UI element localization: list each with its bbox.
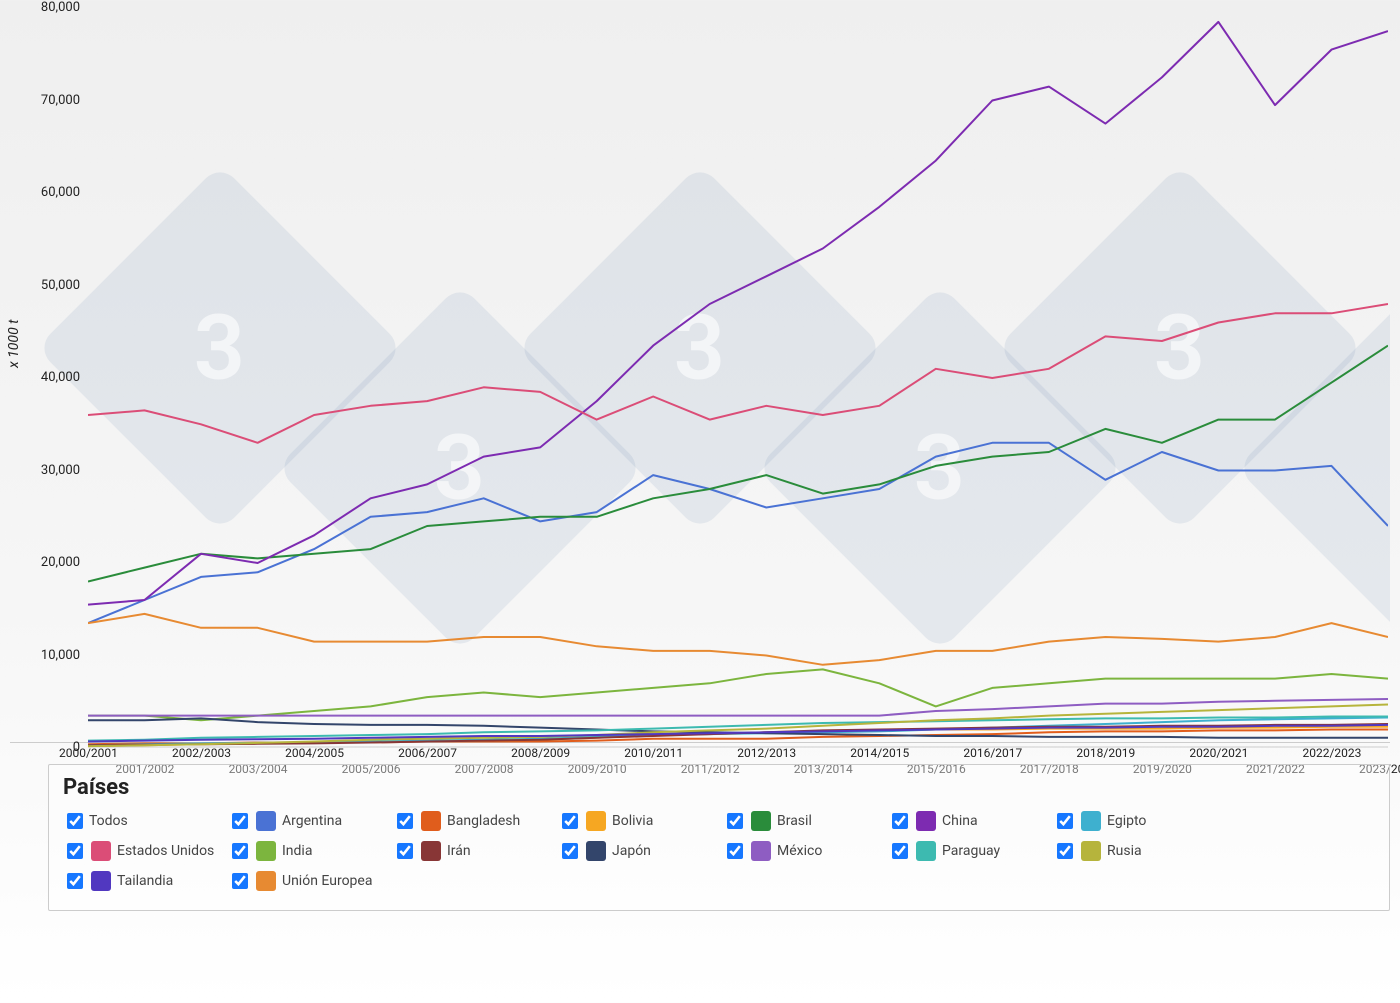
legend-item-egipto[interactable]: Egipto bbox=[1053, 806, 1218, 836]
legend-checkbox-india[interactable] bbox=[232, 843, 248, 859]
x-tick-label: 2008/2009 bbox=[511, 746, 569, 760]
legend-label-india: India bbox=[282, 843, 312, 859]
legend-checkbox-brasil[interactable] bbox=[727, 813, 743, 829]
legend-swatch-bangladesh bbox=[421, 811, 441, 831]
legend-swatch-egipto bbox=[1081, 811, 1101, 831]
legend-label-todos: Todos bbox=[89, 813, 128, 829]
legend-checkbox-tailandia[interactable] bbox=[67, 873, 83, 889]
legend-label-japon: Japón bbox=[612, 843, 651, 859]
x-tick-label: 2002/2003 bbox=[172, 746, 230, 760]
legend-label-china: China bbox=[942, 813, 978, 829]
x-tick-label: 2018/2019 bbox=[1076, 746, 1134, 760]
legend-checkbox-argentina[interactable] bbox=[232, 813, 248, 829]
legend-swatch-tailandia bbox=[91, 871, 111, 891]
x-tick-label: 2010/2011 bbox=[624, 746, 682, 760]
legend-swatch-iran bbox=[421, 841, 441, 861]
x-tick-label: 2016/2017 bbox=[963, 746, 1021, 760]
x-tick-label: 2020/2021 bbox=[1189, 746, 1247, 760]
series-estados-unidos bbox=[88, 304, 1388, 443]
y-tick-label: 40,000 bbox=[20, 370, 80, 385]
legend-item-brasil[interactable]: Brasil bbox=[723, 806, 888, 836]
legend-swatch-union-europea bbox=[256, 871, 276, 891]
legend-label-tailandia: Tailandia bbox=[117, 873, 173, 889]
series-brasil bbox=[88, 346, 1388, 582]
legend-checkbox-mexico[interactable] bbox=[727, 843, 743, 859]
legend-label-mexico: México bbox=[777, 843, 822, 859]
legend-label-bangladesh: Bangladesh bbox=[447, 813, 520, 829]
legend-label-union-europea: Unión Europea bbox=[282, 873, 372, 889]
legend-item-bangladesh[interactable]: Bangladesh bbox=[393, 806, 558, 836]
legend-checkbox-japon[interactable] bbox=[562, 843, 578, 859]
legend-item-estados-unidos[interactable]: Estados Unidos bbox=[63, 836, 228, 866]
y-tick-label: 50,000 bbox=[20, 278, 80, 293]
y-axis-label: x 1000 t bbox=[6, 319, 22, 368]
legend-label-paraguay: Paraguay bbox=[942, 843, 1000, 859]
legend-item-mexico[interactable]: México bbox=[723, 836, 888, 866]
legend-item-rusia[interactable]: Rusia bbox=[1053, 836, 1218, 866]
legend-checkbox-iran[interactable] bbox=[397, 843, 413, 859]
legend-label-estados-unidos: Estados Unidos bbox=[117, 843, 214, 859]
legend-checkbox-bangladesh[interactable] bbox=[397, 813, 413, 829]
x-tick-label: 2014/2015 bbox=[850, 746, 908, 760]
legend-item-tailandia[interactable]: Tailandia bbox=[63, 866, 228, 896]
chart-area: 3 3 3 3 3 3 x 1000 t 010,00020,00030,000… bbox=[10, 8, 1390, 743]
y-tick-label: 30,000 bbox=[20, 463, 80, 478]
y-tick-label: 60,000 bbox=[20, 185, 80, 200]
legend-checkbox-paraguay[interactable] bbox=[892, 843, 908, 859]
series-china bbox=[88, 22, 1388, 605]
y-tick-label: 20,000 bbox=[20, 555, 80, 570]
legend-swatch-japon bbox=[586, 841, 606, 861]
legend-swatch-paraguay bbox=[916, 841, 936, 861]
legend-label-rusia: Rusia bbox=[1107, 843, 1142, 859]
legend-checkbox-bolivia[interactable] bbox=[562, 813, 578, 829]
legend-swatch-brasil bbox=[751, 811, 771, 831]
legend-item-todos[interactable]: Todos bbox=[63, 806, 228, 836]
y-tick-label: 80,000 bbox=[20, 0, 80, 15]
legend-item-india[interactable]: India bbox=[228, 836, 393, 866]
legend-checkbox-estados-unidos[interactable] bbox=[67, 843, 83, 859]
legend-swatch-bolivia bbox=[586, 811, 606, 831]
series-argentina bbox=[88, 443, 1388, 623]
legend-title: Países bbox=[63, 775, 1375, 800]
x-tick-label: 2012/2013 bbox=[737, 746, 795, 760]
legend-item-iran[interactable]: Irán bbox=[393, 836, 558, 866]
legend-swatch-china bbox=[916, 811, 936, 831]
legend-item-china[interactable]: China bbox=[888, 806, 1053, 836]
legend-checkbox-china[interactable] bbox=[892, 813, 908, 829]
legend-item-japon[interactable]: Japón bbox=[558, 836, 723, 866]
legend-label-brasil: Brasil bbox=[777, 813, 812, 829]
x-tick-label: 2004/2005 bbox=[285, 746, 343, 760]
x-tick-label: 2022/2023 bbox=[1302, 746, 1360, 760]
x-tick-label: 2000/2001 bbox=[59, 746, 117, 760]
legend-swatch-argentina bbox=[256, 811, 276, 831]
x-tick-label: 2006/2007 bbox=[398, 746, 456, 760]
legend-swatch-mexico bbox=[751, 841, 771, 861]
legend-item-bolivia[interactable]: Bolivia bbox=[558, 806, 723, 836]
legend-item-paraguay[interactable]: Paraguay bbox=[888, 836, 1053, 866]
legend-label-iran: Irán bbox=[447, 843, 471, 859]
line-chart-svg bbox=[88, 8, 1388, 748]
series-union-europea bbox=[88, 614, 1388, 665]
legend-checkbox-todos[interactable] bbox=[67, 813, 83, 829]
legend-label-bolivia: Bolivia bbox=[612, 813, 653, 829]
legend-swatch-rusia bbox=[1081, 841, 1101, 861]
legend-checkbox-egipto[interactable] bbox=[1057, 813, 1073, 829]
series-india bbox=[88, 669, 1388, 720]
legend-checkbox-rusia[interactable] bbox=[1057, 843, 1073, 859]
legend-item-argentina[interactable]: Argentina bbox=[228, 806, 393, 836]
legend-swatch-india bbox=[256, 841, 276, 861]
y-tick-label: 70,000 bbox=[20, 93, 80, 108]
legend-swatch-estados-unidos bbox=[91, 841, 111, 861]
legend-label-argentina: Argentina bbox=[282, 813, 342, 829]
legend-panel: Países Todos Argentina Bangladesh Bolivia Br… bbox=[48, 764, 1390, 911]
legend-checkbox-union-europea[interactable] bbox=[232, 873, 248, 889]
legend-label-egipto: Egipto bbox=[1107, 813, 1146, 829]
y-tick-label: 10,000 bbox=[20, 648, 80, 663]
legend-grid: Todos Argentina Bangladesh Bolivia Brasil Chi… bbox=[63, 806, 1375, 896]
legend-item-union-europea[interactable]: Unión Europea bbox=[228, 866, 393, 896]
